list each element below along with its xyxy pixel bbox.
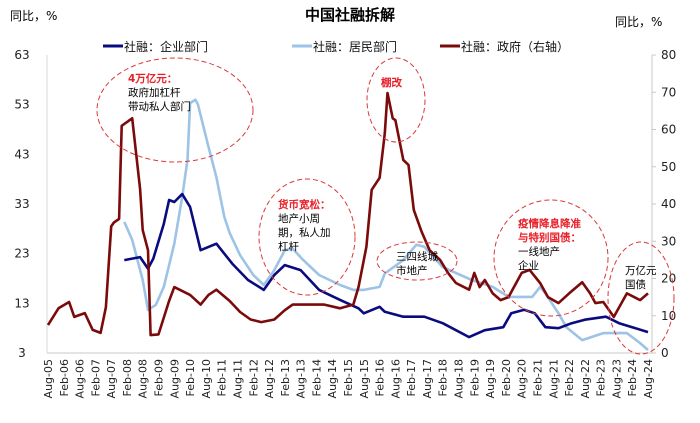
annotation-text: 三四线城: [396, 250, 438, 263]
annotation-ellipse: [366, 57, 426, 143]
x-tick-label: Aug-21: [547, 359, 560, 398]
legend: 社融：企业部门 社融：居民部门 社融：政府（右轴）: [103, 39, 569, 54]
left-tick-label: 63: [14, 48, 29, 62]
annotation-text: 带动私人部门: [128, 100, 191, 113]
x-tick-label: Aug-17: [421, 359, 434, 398]
x-tick-label: Feb-23: [595, 359, 608, 396]
right-tick-label: 0: [661, 346, 669, 360]
annotation-ellipse: [493, 199, 609, 317]
x-tick-label: Aug-12: [263, 359, 276, 398]
annotation-text: 企业: [518, 259, 539, 272]
annotation-ellipse: [96, 57, 254, 163]
x-tick-label: Feb-13: [279, 359, 292, 396]
x-tick-label: Aug-15: [358, 359, 371, 398]
x-tick-label: Feb-18: [437, 359, 450, 396]
legend-label: 社融：企业部门: [124, 39, 208, 54]
annotation-text: 期，私人加: [278, 227, 331, 239]
left-tick-label: 43: [14, 147, 29, 161]
left-tick-label: 13: [14, 296, 29, 310]
right-tick-label: 80: [661, 48, 676, 62]
right-axis-label: 同比，%: [615, 15, 662, 29]
x-tick-label: Feb-09: [153, 359, 166, 396]
right-tick-label: 60: [661, 123, 676, 137]
x-tick-label: Aug-16: [389, 359, 402, 398]
right-tick-label: 70: [661, 85, 676, 99]
annotation-text: 地产小周: [278, 212, 320, 225]
x-tick-label: Feb-16: [374, 359, 387, 396]
annotation-text: 4万亿元：: [128, 72, 177, 85]
annotation-text: 一线地产: [518, 245, 560, 258]
x-tick-label: Feb-22: [563, 359, 576, 396]
x-tick-label: Aug-22: [579, 359, 592, 398]
left-axis-label: 同比，%: [10, 9, 57, 23]
right-tick-label: 20: [661, 272, 676, 286]
right-tick-label: 30: [661, 234, 676, 248]
x-tick-label: Aug-07: [105, 359, 118, 398]
series-line-enterprise: [124, 192, 649, 339]
right-tick-label: 50: [661, 160, 676, 174]
annotation-ellipse: [607, 241, 675, 355]
annotation-text: 货币宽松：: [277, 198, 331, 211]
legend-label: 社融：居民部门: [313, 39, 397, 54]
x-tick-label: Aug-24: [642, 359, 655, 398]
series-layer: [46, 91, 649, 351]
annotation-text: 市地产: [396, 264, 428, 277]
x-tick-label: Aug-23: [610, 359, 623, 398]
x-tick-label: Aug-18: [453, 359, 466, 398]
x-tick-label: Feb-24: [626, 359, 639, 396]
x-tick-label: Feb-19: [468, 359, 481, 396]
x-tick-label: Aug-14: [326, 359, 339, 398]
x-tick-label: Feb-10: [184, 359, 197, 396]
x-tick-label: Feb-15: [342, 359, 355, 396]
x-tick-label: Aug-20: [516, 359, 529, 398]
annotation-ellipse: [258, 178, 356, 296]
x-tick-label: Feb-17: [405, 359, 418, 396]
annotation-ellipse: [376, 241, 458, 281]
right-tick-label: 10: [661, 309, 676, 323]
legend-label: 社融：政府（右轴）: [461, 39, 569, 54]
x-tick-label: Aug-19: [484, 359, 497, 398]
x-tick-label: Aug-05: [42, 359, 55, 398]
annotation-text: 棚改: [381, 76, 402, 89]
left-tick-label: 3: [18, 346, 26, 360]
x-tick-label: Feb-21: [531, 359, 544, 396]
x-tick-label: Feb-20: [500, 359, 513, 396]
x-tick-label: Aug-10: [200, 359, 213, 398]
x-tick-label: Aug-08: [137, 359, 150, 398]
chart-title: 中国社融拆解: [305, 6, 395, 24]
x-tick-label: Feb-06: [58, 359, 71, 396]
annotation-text: 万亿元: [625, 264, 657, 277]
annotation-text: 杠杆: [278, 240, 299, 253]
x-tick-label: Feb-07: [89, 359, 102, 396]
annotation-text: 疫情降息降准: [518, 217, 581, 230]
annotation-text: 国债: [625, 278, 646, 291]
x-tick-label: Aug-11: [231, 359, 244, 398]
right-tick-label: 40: [661, 197, 676, 211]
x-tick-label: Feb-14: [310, 359, 323, 396]
x-tick-label: Feb-11: [216, 359, 229, 396]
left-tick-label: 53: [14, 98, 29, 112]
x-tick-label: Feb-08: [121, 359, 134, 396]
annotation-text: 与特别国债：: [518, 231, 581, 244]
series-line-government: [46, 91, 649, 337]
x-tick-label: Feb-12: [247, 359, 260, 396]
x-tick-label: Aug-06: [74, 359, 87, 398]
x-tick-label: Aug-09: [168, 359, 181, 398]
left-tick-label: 23: [14, 247, 29, 261]
left-tick-label: 33: [14, 197, 29, 211]
annotation-text: 政府加杠杆: [128, 86, 181, 99]
x-tick-label: Aug-13: [295, 359, 308, 398]
